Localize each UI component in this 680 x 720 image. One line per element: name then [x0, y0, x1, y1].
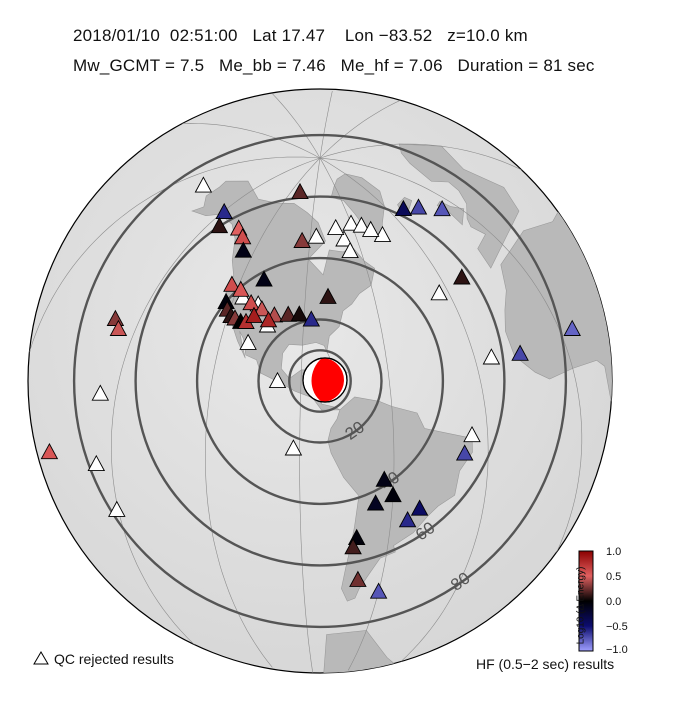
- distance-ring-60: [134, 195, 506, 567]
- station-triangle: [293, 231, 311, 248]
- station-triangle: [291, 182, 309, 200]
- meridian-line: [181, 122, 321, 159]
- qc-rejected-station: [284, 439, 303, 456]
- qc-rejected-station: [373, 225, 392, 243]
- meridian-line: [319, 143, 528, 173]
- station-triangle: [40, 442, 59, 460]
- qc-rejected-station: [91, 384, 110, 401]
- station-triangle: [398, 511, 417, 528]
- station-triangle: [279, 305, 297, 322]
- qc-rejected-station: [326, 218, 345, 236]
- qc-rejected-station: [342, 214, 360, 231]
- station-triangle: [563, 319, 581, 336]
- colorbar-title: Log10 (Δ Energy): [575, 566, 587, 645]
- distance-rings: [72, 133, 568, 629]
- meridian-line: [319, 99, 403, 159]
- meridian-line: [319, 157, 583, 563]
- meridian-line: [272, 93, 321, 159]
- station-triangle: [366, 494, 385, 511]
- qc-rejected-station: [87, 454, 106, 472]
- station-triangle: [375, 470, 394, 487]
- station-triangle: [453, 268, 471, 285]
- station-triangle: [394, 199, 413, 217]
- meridian-line: [299, 158, 321, 673]
- station-triangle: [259, 311, 278, 328]
- station-markers: [40, 176, 581, 599]
- qc-rejected-station: [430, 284, 448, 301]
- station-triangle: [384, 485, 402, 503]
- colorbar: [578, 550, 594, 652]
- station-triangle: [344, 538, 362, 555]
- meridian-line: [319, 157, 395, 671]
- station-triangle: [234, 241, 253, 258]
- station-triangle: [109, 319, 128, 336]
- distance-ring-10: [288, 349, 352, 413]
- qc-rejected-station: [335, 230, 353, 247]
- qc-rejected-station: [239, 333, 257, 350]
- station-triangle: [290, 305, 309, 322]
- station-triangle: [410, 499, 429, 516]
- qc-rejected-station: [463, 425, 481, 443]
- station-triangle: [409, 198, 428, 215]
- colorbar-tick-neg0.5: −0.5: [606, 621, 628, 633]
- qc-rejected-label: QC rejected results: [54, 651, 174, 667]
- station-triangle: [210, 216, 229, 234]
- meridian-line: [205, 157, 321, 668]
- qc-rejected-icon: [33, 651, 49, 665]
- station-triangle: [319, 287, 337, 304]
- station-triangle: [302, 310, 321, 327]
- station-triangle: [242, 293, 260, 311]
- africa-landmass: [500, 186, 612, 558]
- focal-mechanism-beachball: [302, 357, 348, 403]
- station-triangle: [255, 270, 273, 287]
- meridian-line: [28, 156, 321, 362]
- qc-rejected-station: [307, 227, 326, 244]
- qc-rejected-station: [352, 216, 371, 233]
- beachball-border: [302, 357, 348, 403]
- qc-rejected-station: [194, 176, 213, 193]
- hf-results-label: HF (0.5−2 sec) results: [476, 656, 615, 672]
- meridian-line: [110, 157, 321, 651]
- station-triangle: [433, 199, 451, 217]
- meridian-line: [319, 91, 333, 159]
- station-triangle: [369, 582, 388, 599]
- colorbar-tick-neg1: −1.0: [606, 644, 628, 656]
- magnitude-info-line: Mw_GCMT = 7.5 Me_bb = 7.46 Me_hf = 7.06 …: [73, 56, 595, 75]
- header: 2018/01/10 02:51:00 Lat 17.47 Lon −83.52…: [0, 0, 680, 90]
- distance-ring-40: [195, 256, 445, 506]
- colorbar-tick-1: 1.0: [606, 546, 622, 558]
- event-info-line: 2018/01/10 02:51:00 Lat 17.47 Lon −83.52…: [73, 26, 528, 45]
- qc-rejected-station: [268, 371, 287, 389]
- meridian-line: [319, 157, 489, 663]
- south-america-landmass: [327, 396, 473, 602]
- station-triangle: [223, 275, 241, 292]
- qc-rejected-station: [482, 348, 501, 365]
- antarctica-edge-landmass: [322, 630, 433, 673]
- station-triangle: [245, 306, 263, 323]
- station-triangle: [455, 444, 474, 461]
- colorbar-tick-0.5: 0.5: [606, 571, 622, 583]
- europe-landmass: [398, 143, 520, 269]
- station-triangle: [215, 202, 233, 220]
- colorbar-tick-0: 0.0: [606, 596, 622, 608]
- qc-rejected-station: [108, 500, 126, 517]
- qc-rejected-station: [341, 241, 359, 259]
- distance-ring-80: [72, 133, 568, 629]
- graticule: [28, 91, 583, 673]
- station-triangle: [349, 570, 367, 587]
- beachball-compressional-lobe: [311, 358, 344, 402]
- station-triangle: [511, 344, 529, 361]
- station-triangle: [232, 280, 250, 297]
- qc-rejected-station: [361, 220, 380, 237]
- station-triangle: [253, 300, 271, 317]
- distance-ring-20: [257, 318, 383, 444]
